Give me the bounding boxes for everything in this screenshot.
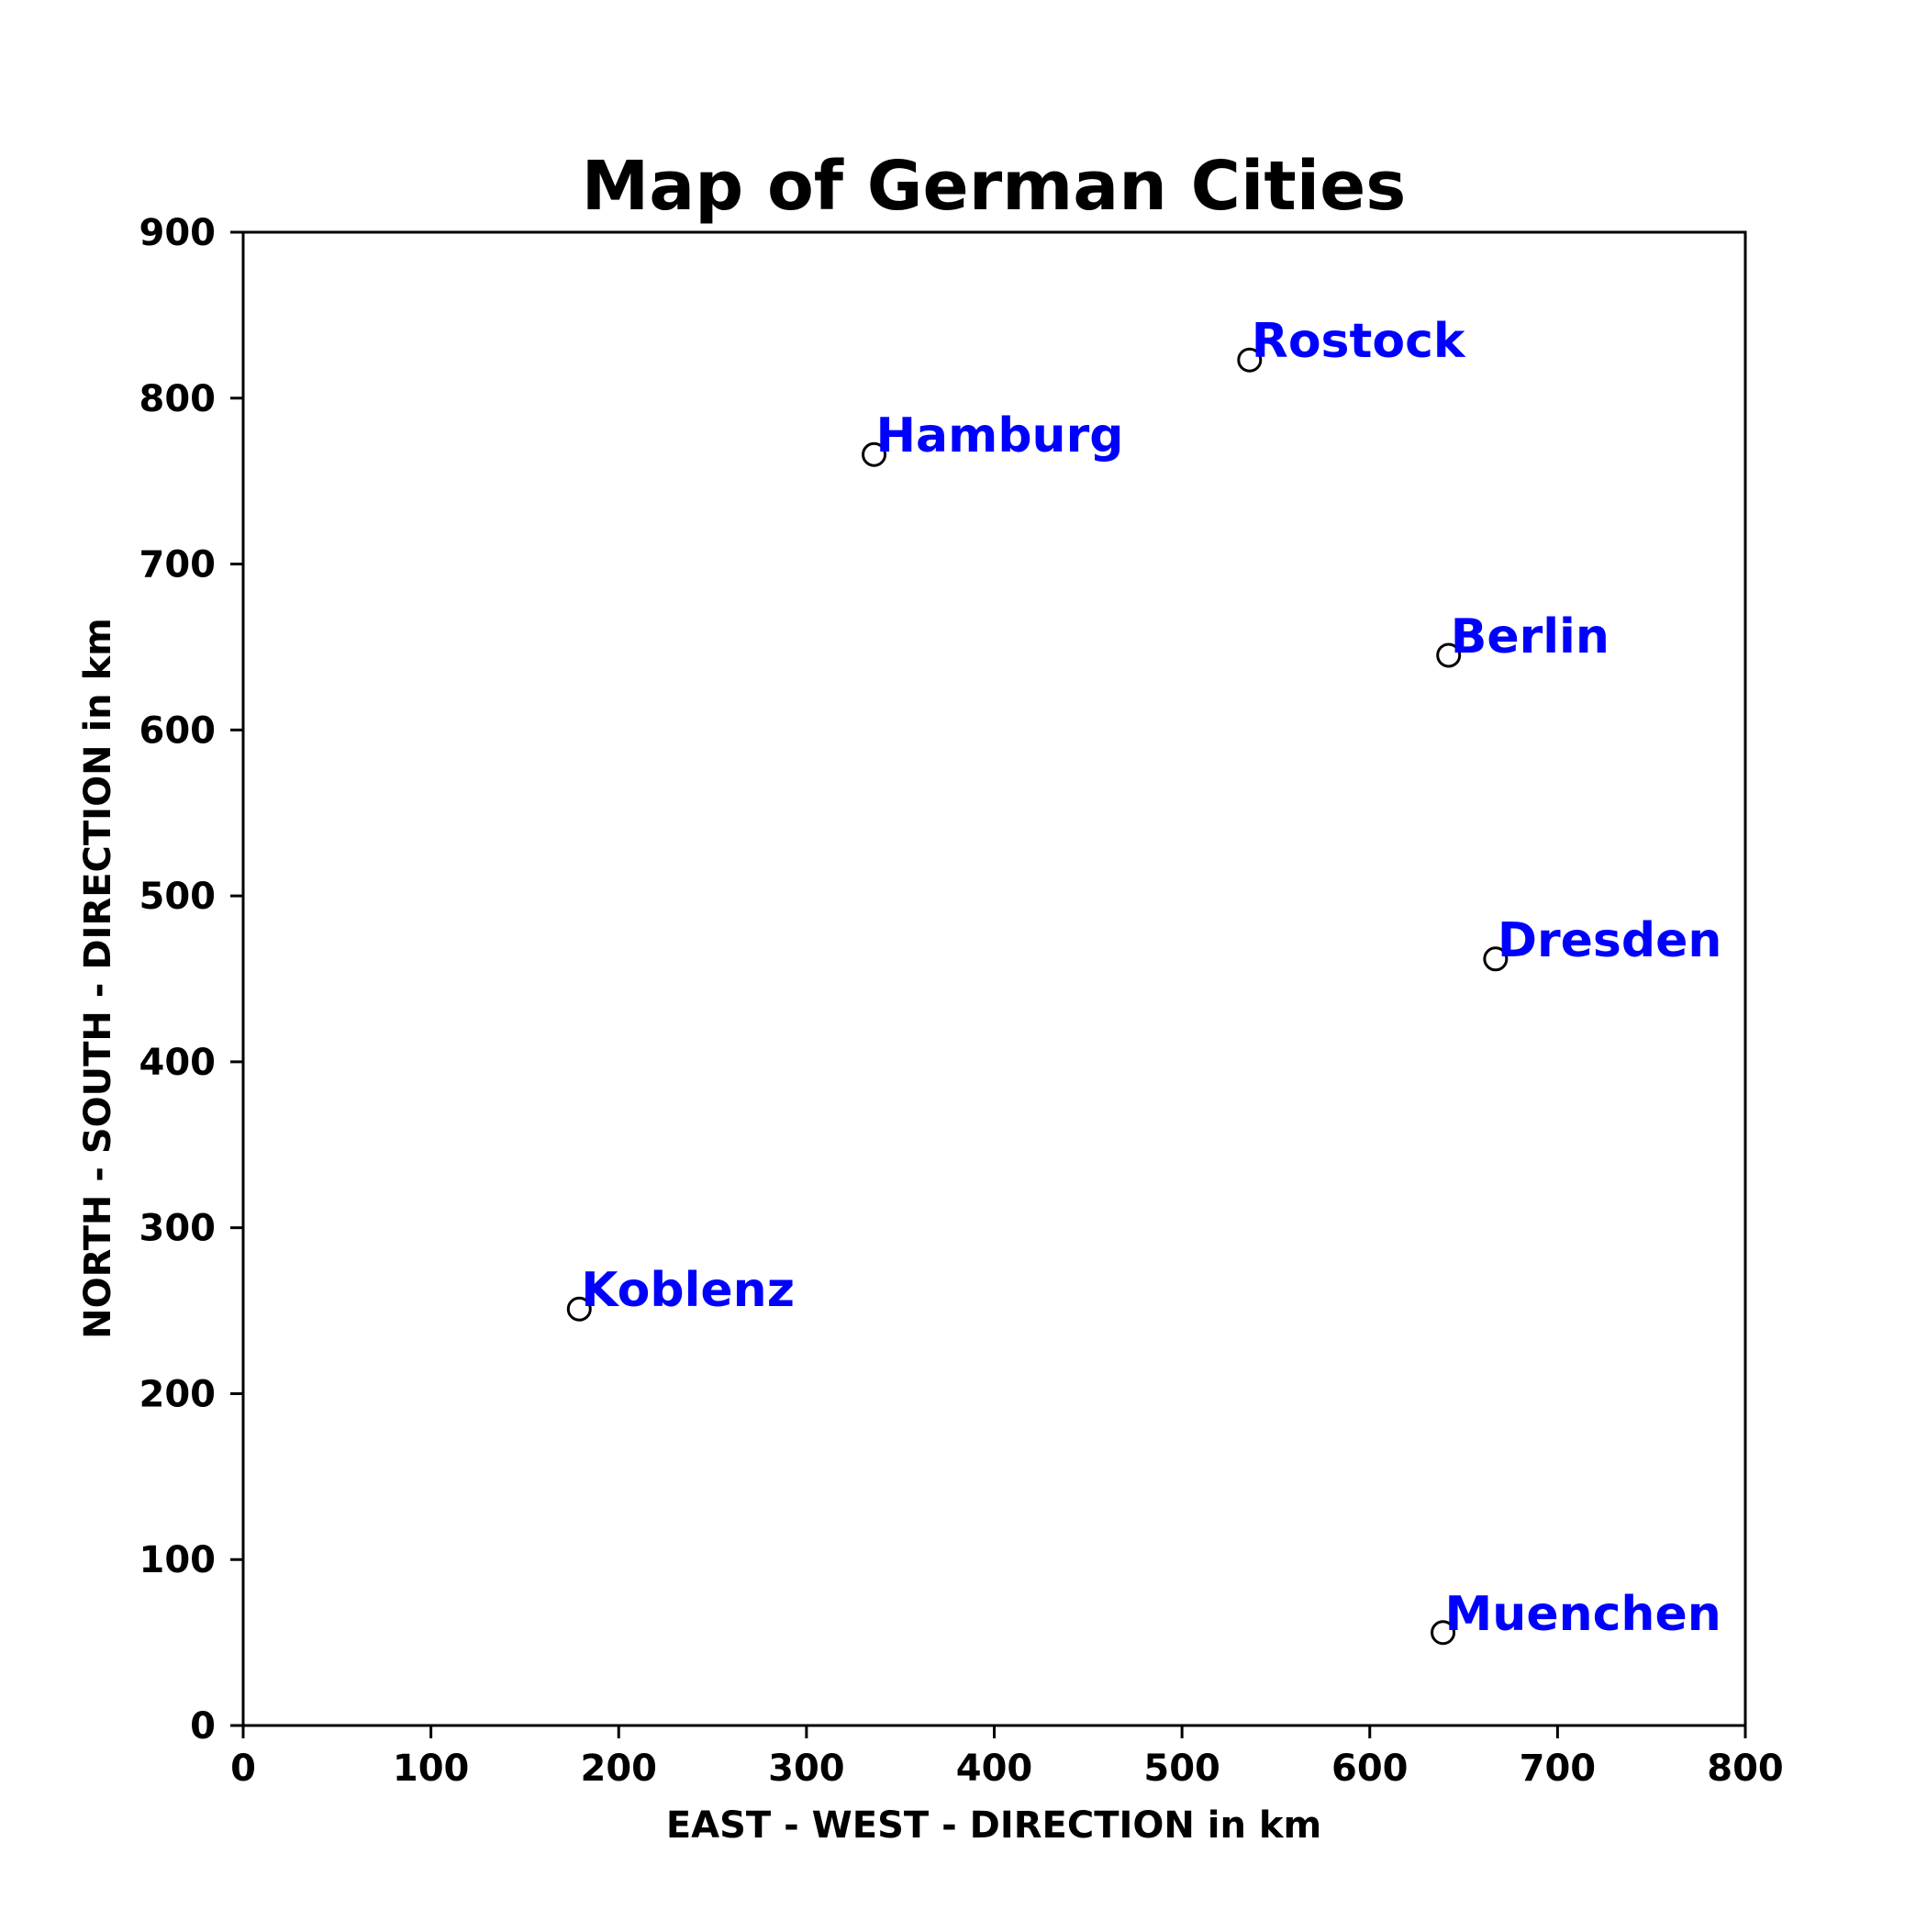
x-tick-label: 200: [581, 1748, 658, 1790]
city-label: Berlin: [1451, 609, 1610, 664]
x-tick-label: 300: [768, 1748, 845, 1790]
x-axis-ticks: 0 100 200 300 400 500 600 700 800: [230, 1725, 1784, 1790]
city-label: Hamburg: [876, 408, 1124, 463]
x-tick-label: 0: [230, 1748, 256, 1790]
city-label: Muenchen: [1445, 1587, 1721, 1642]
y-tick-label: 0: [190, 1705, 216, 1748]
x-tick-label: 700: [1520, 1748, 1597, 1790]
y-tick-label: 300: [139, 1208, 217, 1250]
city-label: Rostock: [1252, 314, 1466, 369]
chart-title: Map of German Cities: [582, 147, 1407, 226]
city-marker: [862, 441, 887, 467]
y-axis-ticks: 0 100 200 300 400 500 600 700 800 900: [139, 212, 243, 1748]
x-tick-label: 400: [956, 1748, 1033, 1790]
city-marker: [1237, 347, 1263, 373]
x-tick-label: 500: [1143, 1748, 1220, 1790]
x-tick-label: 600: [1331, 1748, 1409, 1790]
y-axis-label: NORTH - SOUTH - DIRECTION in km: [77, 618, 119, 1339]
y-tick-label: 100: [139, 1539, 217, 1581]
city-label: Dresden: [1498, 913, 1722, 968]
city-label: Koblenz: [581, 1263, 795, 1318]
y-tick-label: 700: [139, 544, 217, 586]
y-tick-label: 200: [139, 1373, 217, 1415]
data-points: Rostock Hamburg Berlin Dresden Koblenz Muench…: [566, 314, 1722, 1646]
y-tick-label: 900: [139, 212, 217, 254]
y-tick-label: 600: [139, 709, 217, 752]
y-tick-label: 400: [139, 1042, 217, 1084]
x-tick-label: 800: [1707, 1748, 1784, 1790]
city-marker: [1436, 642, 1462, 668]
city-marker: [1483, 946, 1509, 972]
x-axis-label: EAST - WEST - DIRECTION in km: [666, 1804, 1321, 1847]
x-tick-label: 100: [393, 1748, 470, 1790]
y-tick-label: 500: [139, 876, 217, 918]
y-tick-label: 800: [139, 378, 217, 420]
city-marker: [1431, 1620, 1456, 1646]
city-marker: [566, 1296, 592, 1322]
